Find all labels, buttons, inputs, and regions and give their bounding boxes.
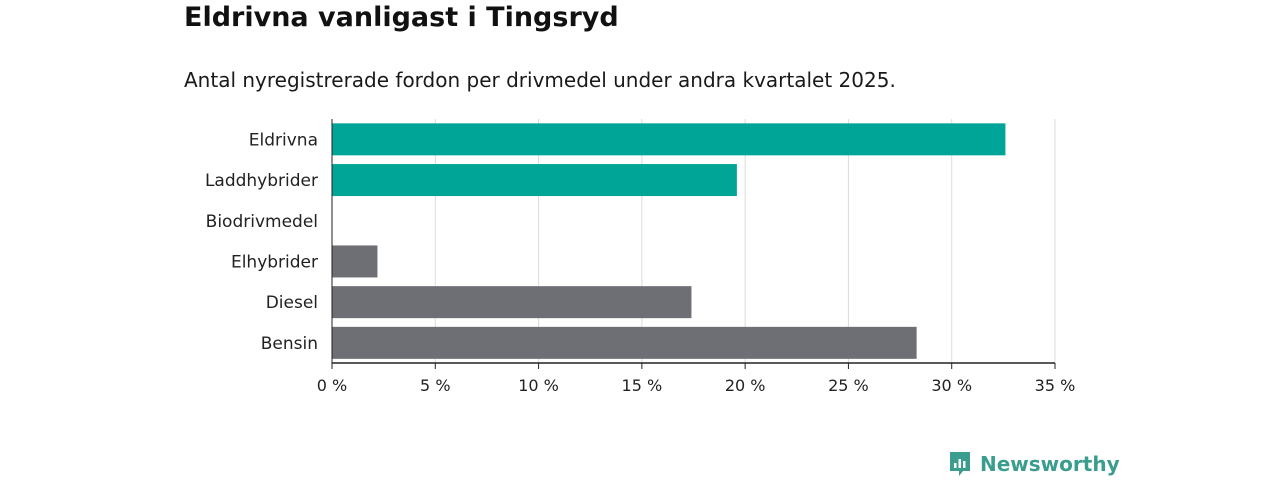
x-tick-label: 10 % [518,376,559,395]
bar-laddhybrider [332,164,737,197]
bar-eldrivna [332,123,1006,156]
newsworthy-icon [950,452,970,476]
x-tick-label: 35 % [1035,376,1076,395]
bar-bensin [332,326,917,359]
bar-elhybrider [332,245,378,278]
x-tick-label: 25 % [828,376,869,395]
chart-title: Eldrivna vanligast i Tingsryd [184,2,619,33]
category-label: Diesel [266,293,318,313]
category-label: Laddhybrider [205,171,318,191]
brand-name: Newsworthy [980,452,1120,476]
x-tick-label: 15 % [622,376,663,395]
chart-subtitle: Antal nyregistrerade fordon per drivmede… [184,68,896,92]
x-tick-label: 0 % [317,376,347,395]
category-label: Eldrivna [249,130,318,150]
x-tick-label: 30 % [931,376,972,395]
category-label: Elhybrider [231,252,318,272]
x-tick-label: 5 % [420,376,450,395]
bar-diesel [332,286,692,319]
category-label: Biodrivmedel [206,212,318,232]
category-label: Bensin [261,334,318,354]
newsworthy-logo: Newsworthy [948,450,1120,478]
x-tick-label: 20 % [725,376,766,395]
